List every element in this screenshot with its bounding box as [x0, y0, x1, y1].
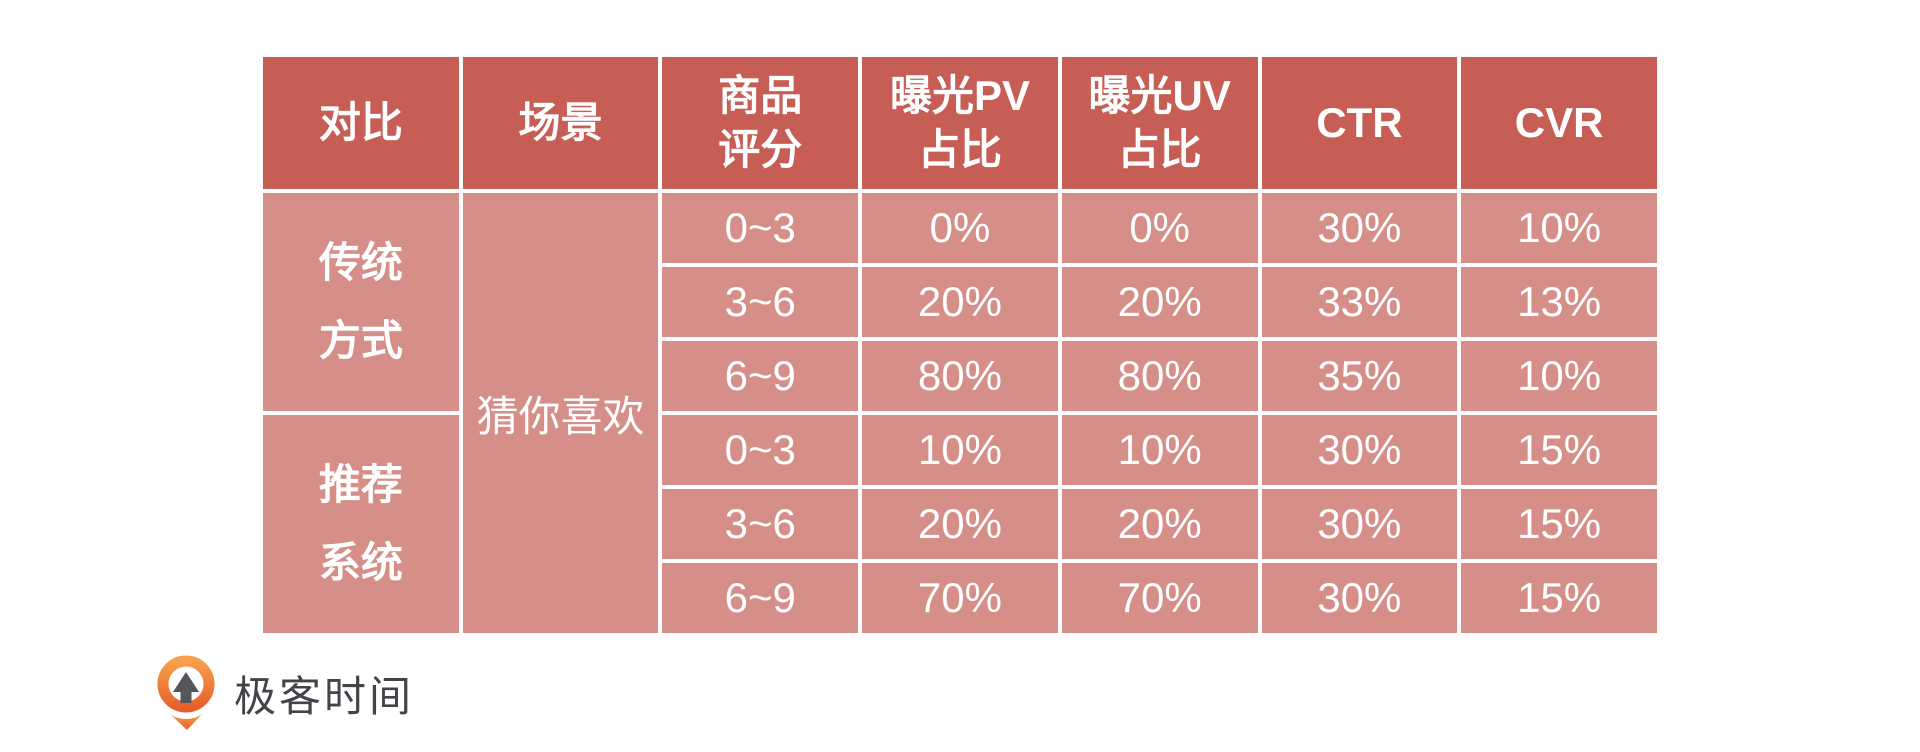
table-row: 推荐 系统 0~3 10% 10% 30% 15%	[263, 415, 1657, 633]
table-row: 3~6 20% 20% 30% 15%	[263, 489, 1657, 559]
cvr-cell: 15%	[1461, 563, 1657, 633]
comparison-table: 对比 场景 商品 评分 曝光PV 占比 曝光UV 占比 CTR CVR 传统 方…	[259, 53, 1661, 637]
ctr-cell: 30%	[1261, 563, 1458, 633]
score-cell: 6~9	[662, 341, 859, 411]
score-cell: 3~6	[662, 489, 859, 559]
pv-cell: 20%	[862, 489, 1058, 559]
column-header-ctr: CTR	[1261, 57, 1458, 189]
header-row: 对比 场景 商品 评分 曝光PV 占比 曝光UV 占比 CTR CVR	[263, 57, 1657, 189]
score-cell: 0~3	[662, 193, 859, 263]
score-cell: 0~3	[662, 415, 859, 485]
table-row: 6~9 80% 80% 35% 10%	[263, 341, 1657, 411]
column-header-cvr: CVR	[1461, 57, 1657, 189]
uv-cell: 20%	[1061, 267, 1258, 337]
cvr-cell: 15%	[1461, 489, 1657, 559]
ctr-cell: 33%	[1261, 267, 1458, 337]
uv-cell: 70%	[1061, 563, 1258, 633]
ctr-cell: 30%	[1261, 489, 1458, 559]
column-header-score: 商品 评分	[662, 57, 859, 189]
ctr-cell: 30%	[1261, 415, 1458, 485]
table-row: 3~6 20% 20% 33% 13%	[263, 267, 1657, 337]
brand-name: 极客时间	[234, 672, 415, 720]
column-header-pv-share: 曝光PV 占比	[862, 57, 1058, 189]
scene-cell: 猜你喜欢	[462, 193, 659, 633]
row-group-recommender: 推荐 系统	[263, 415, 459, 633]
table-row: 6~9 70% 70% 30% 15%	[263, 563, 1657, 633]
ctr-cell: 35%	[1261, 341, 1458, 411]
score-cell: 6~9	[662, 563, 859, 633]
uv-cell: 0%	[1061, 193, 1258, 263]
uv-cell: 80%	[1061, 341, 1258, 411]
row-group-traditional: 传统 方式	[263, 193, 459, 411]
cvr-cell: 13%	[1461, 267, 1657, 337]
uv-cell: 20%	[1061, 489, 1258, 559]
cvr-cell: 15%	[1461, 415, 1657, 485]
table-row: 传统 方式 猜你喜欢 0~3 0% 0% 30% 10%	[263, 193, 1657, 633]
cvr-cell: 10%	[1461, 341, 1657, 411]
ctr-cell: 30%	[1261, 193, 1458, 263]
score-cell: 3~6	[662, 267, 859, 337]
cvr-cell: 10%	[1461, 193, 1657, 263]
pv-cell: 0%	[862, 193, 1058, 263]
uv-cell: 10%	[1061, 415, 1258, 485]
pv-cell: 10%	[862, 415, 1058, 485]
column-header-scene: 场景	[462, 57, 659, 189]
column-header-uv-share: 曝光UV 占比	[1061, 57, 1258, 189]
column-header-compare: 对比	[263, 57, 459, 189]
pv-cell: 20%	[862, 267, 1058, 337]
pv-cell: 80%	[862, 341, 1058, 411]
pv-cell: 70%	[862, 563, 1058, 633]
geektime-pin-icon	[157, 655, 215, 730]
brand-logo: 极客时间	[154, 655, 414, 731]
